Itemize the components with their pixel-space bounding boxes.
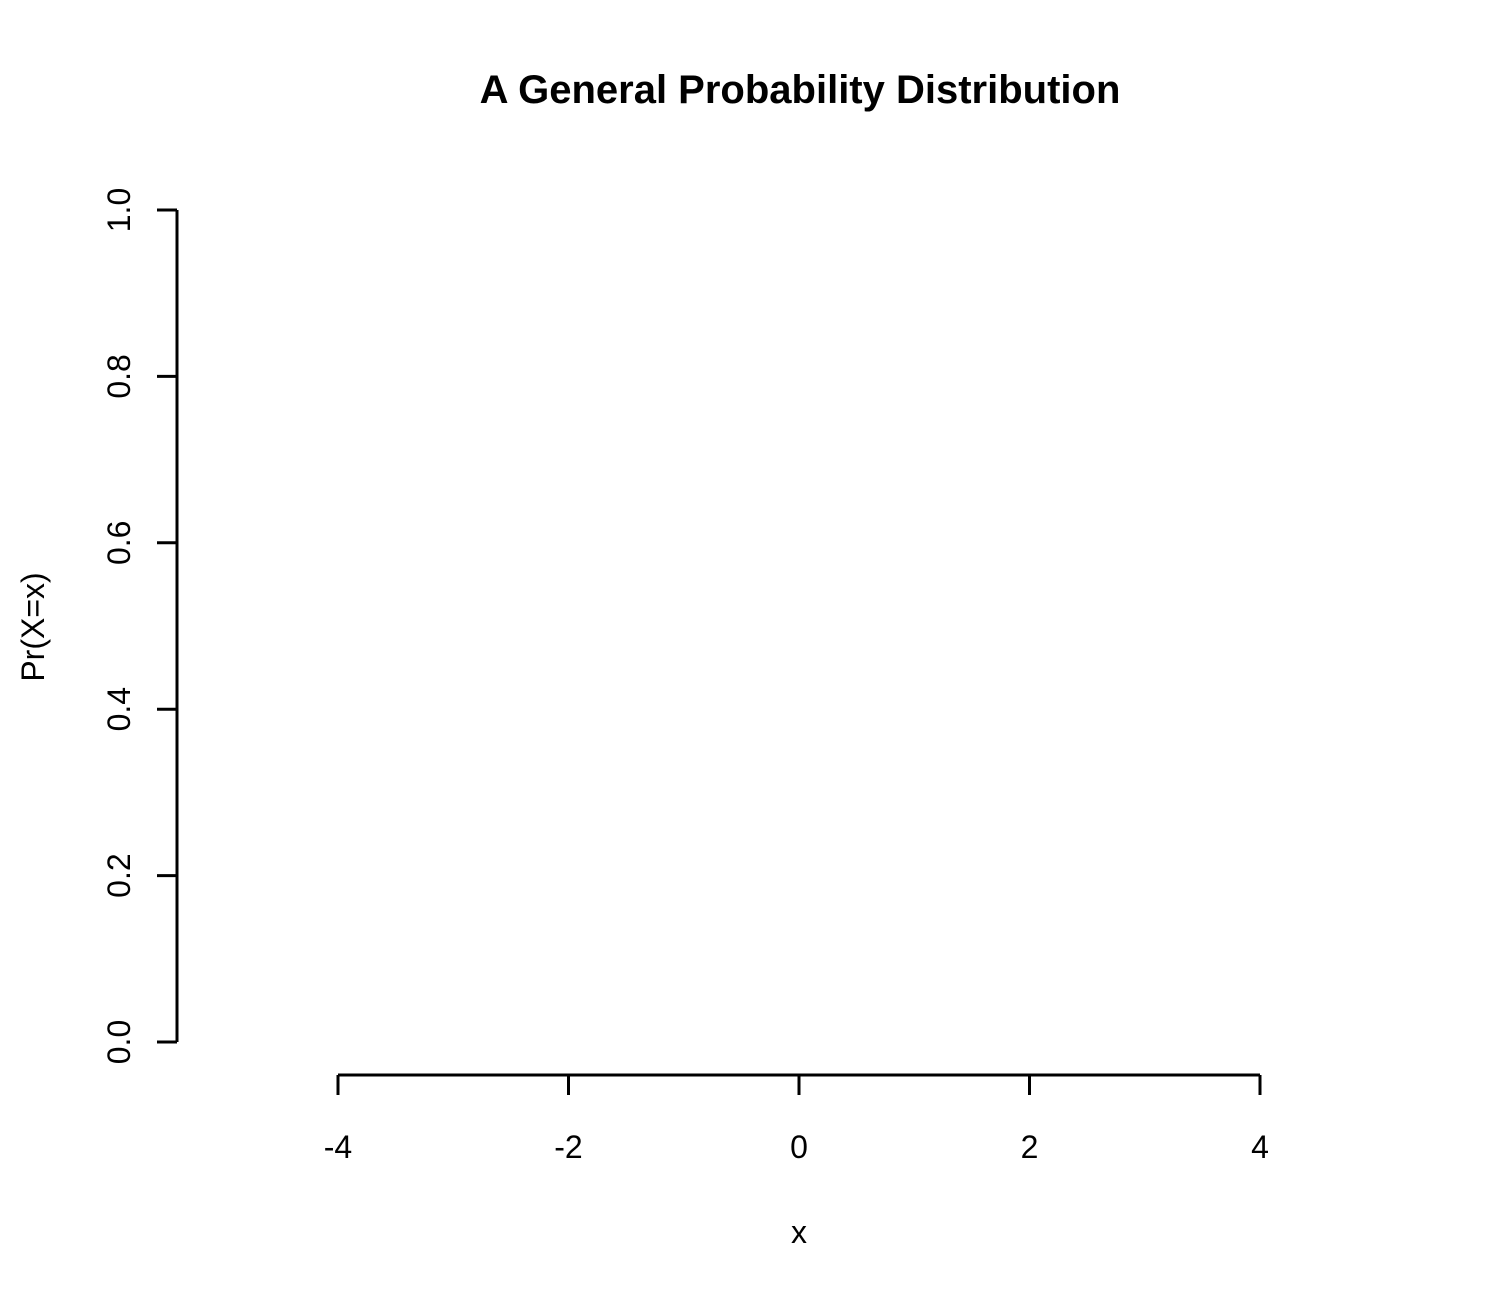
y-tick-label: 0.8 (101, 354, 137, 398)
x-tick-label: -4 (324, 1129, 352, 1165)
y-tick-label: 0.0 (101, 1020, 137, 1064)
y-axis-title: Pr(X=x) (15, 572, 51, 681)
y-tick-label: 1.0 (101, 188, 137, 232)
y-tick-label: 0.2 (101, 853, 137, 897)
y-tick-label: 0.4 (101, 687, 137, 731)
y-tick-label: 0.6 (101, 521, 137, 565)
x-axis-title: x (791, 1214, 807, 1250)
x-axis: -4 -2 0 2 4 (324, 1073, 1269, 1165)
y-axis: 0.0 0.2 0.4 0.6 0.8 1.0 (101, 188, 179, 1064)
chart-title: A General Probability Distribution (480, 68, 1121, 112)
x-tick-label: 0 (790, 1129, 808, 1165)
x-tick-label: -2 (554, 1129, 582, 1165)
x-tick-label: 2 (1021, 1129, 1039, 1165)
x-tick-label: 4 (1251, 1129, 1269, 1165)
